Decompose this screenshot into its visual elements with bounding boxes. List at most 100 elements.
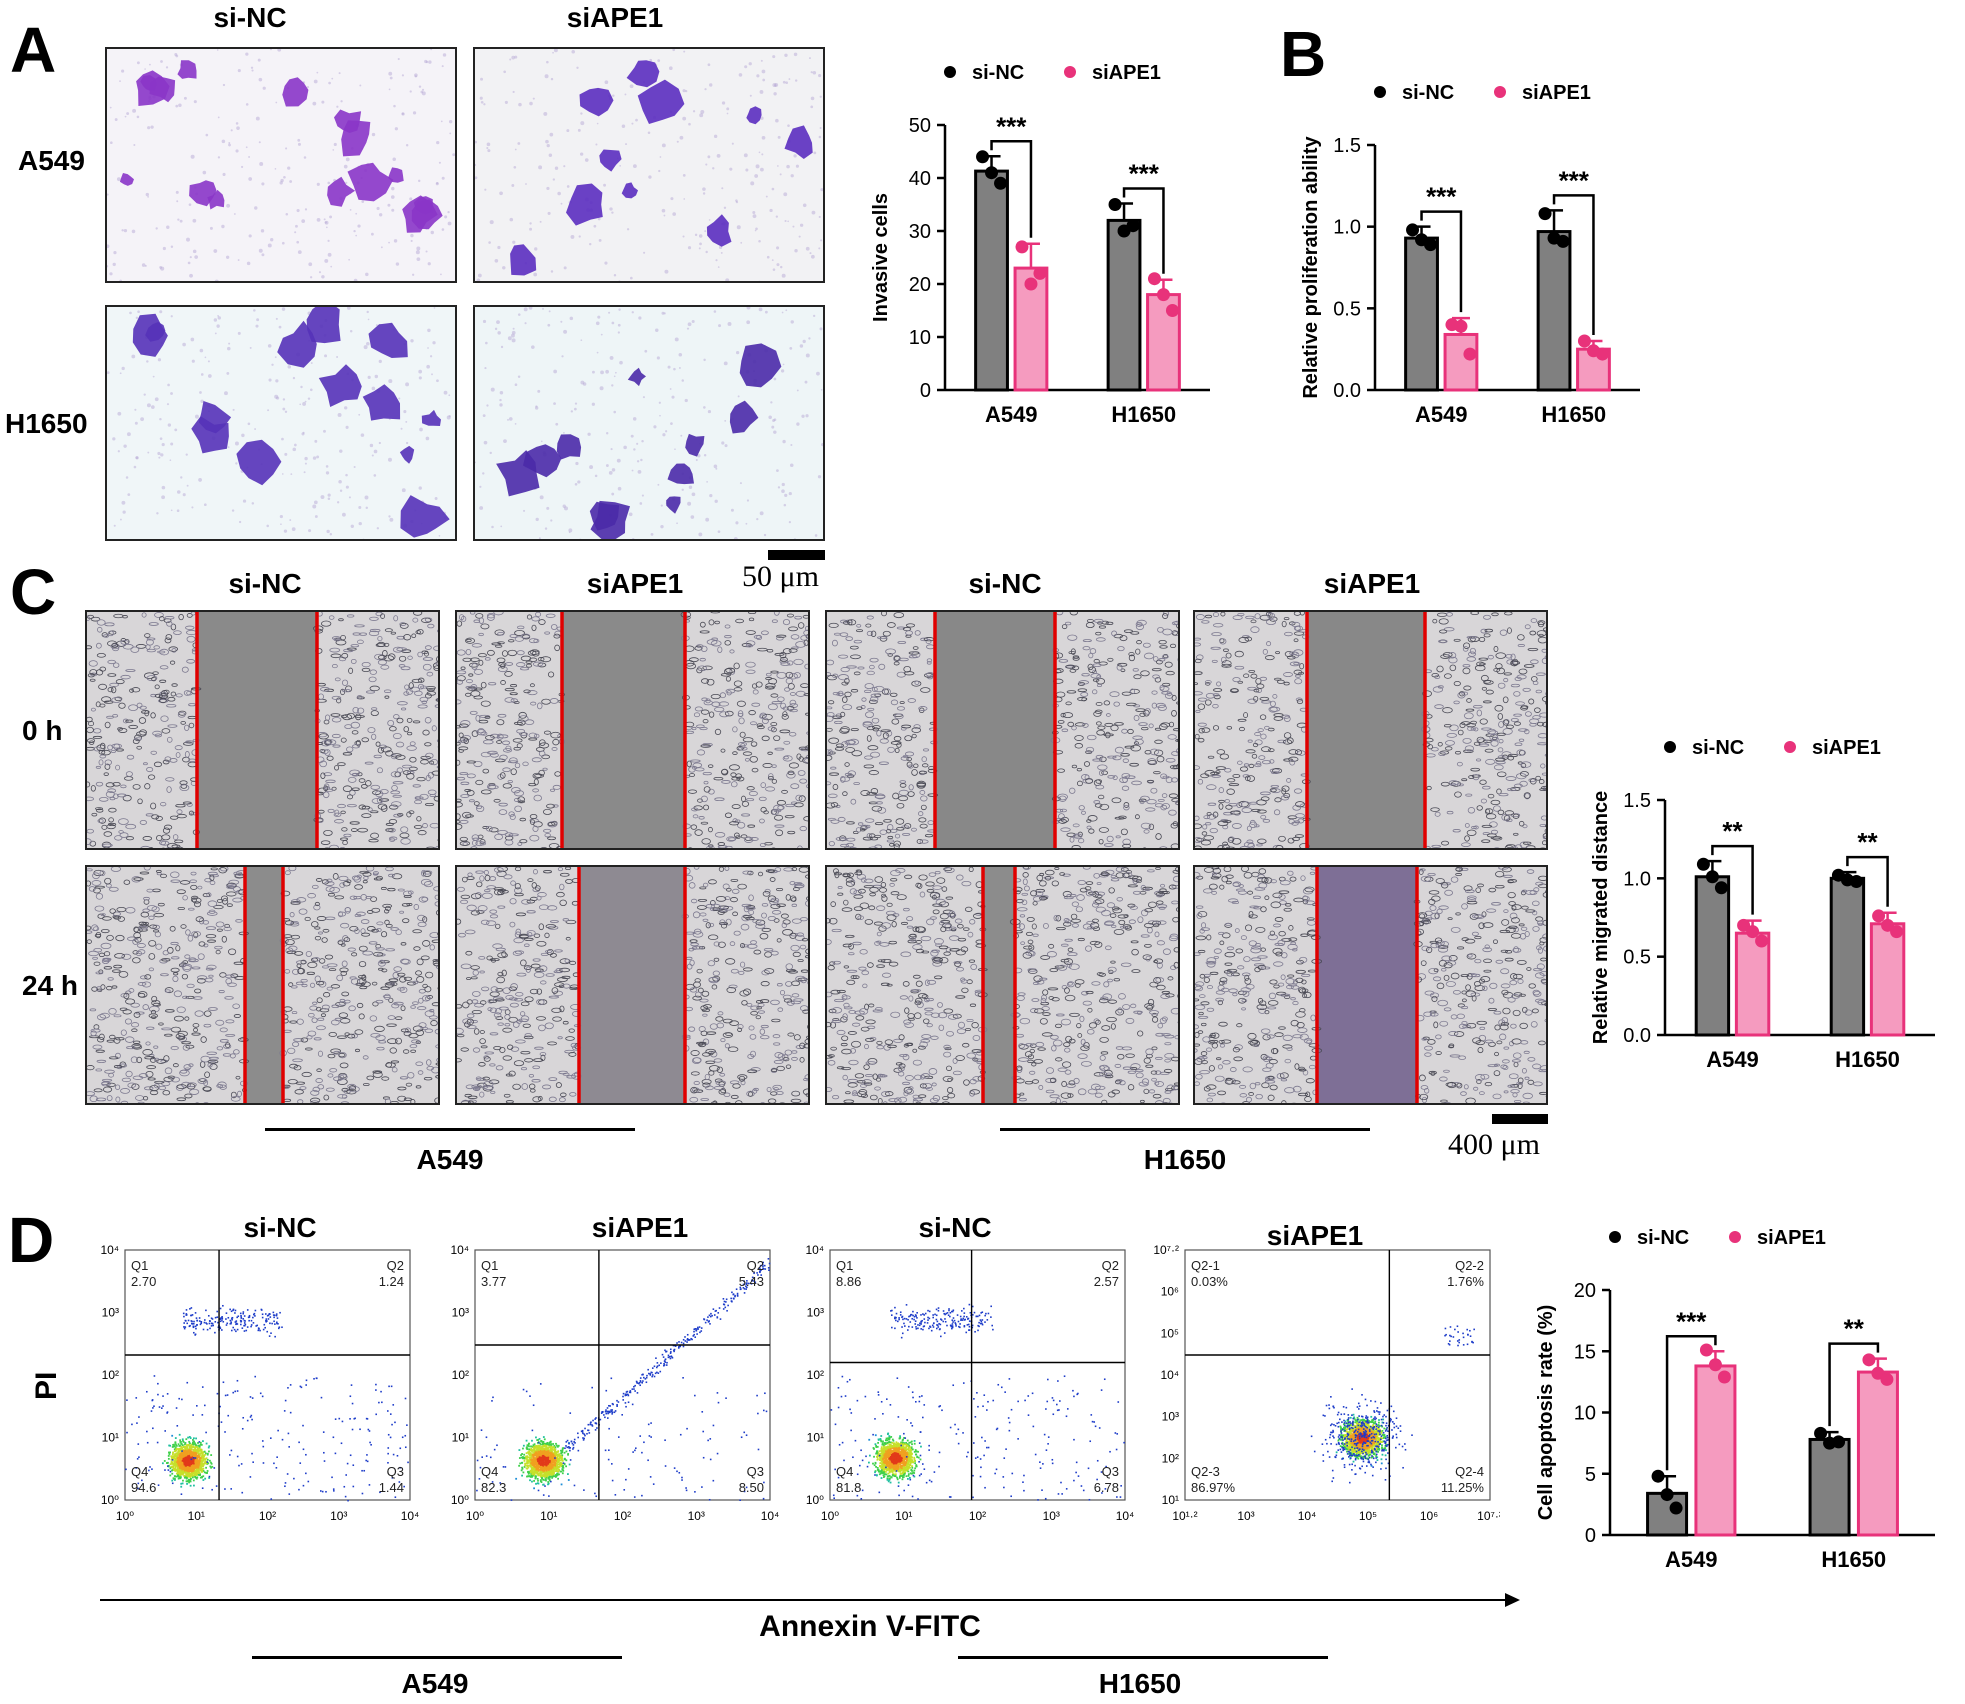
panel-letter-a: A — [10, 14, 57, 86]
chart-migration: 0.0 0.5 1.0 1.5 Relative migrated distance si… — [1590, 737, 1935, 1072]
data-point — [1556, 234, 1570, 248]
flow-x-tick: 10⁰ — [116, 1509, 134, 1523]
significance-bracket: *** — [990, 111, 1033, 238]
data-point — [1669, 1501, 1683, 1515]
flow-events — [830, 1303, 1125, 1501]
significance-label: *** — [1129, 158, 1160, 188]
quadrant-name: Q3 — [387, 1464, 404, 1479]
data-point — [1705, 870, 1719, 884]
chart-proliferation: 0.0 0.5 1.0 1.5 Relative proliferation abili… — [1300, 82, 1640, 427]
y-tick-label: 15 — [1574, 1341, 1596, 1363]
quadrant-value: 5.43 — [739, 1274, 764, 1289]
quadrant-value: 1.76% — [1447, 1274, 1484, 1289]
data-point — [1156, 288, 1170, 302]
column-label-c2: siAPE1 — [586, 568, 684, 599]
quadrant-value: 2.57 — [1094, 1274, 1119, 1289]
quadrant-name: Q3 — [1102, 1464, 1119, 1479]
significance-label: *** — [1559, 165, 1590, 195]
y-tick-label: 1.0 — [1623, 868, 1651, 890]
y-tick-label: 1.0 — [1333, 217, 1361, 239]
wound-image-h1650-si-nc-0h — [825, 610, 1180, 850]
flow-events — [125, 1304, 409, 1502]
bar-si-NC-A549 — [1694, 875, 1731, 1037]
legend-label-siape1: siAPE1 — [1812, 737, 1881, 759]
scale-bar-a — [768, 550, 825, 560]
significance-label: *** — [996, 111, 1027, 141]
flow-y-tick: 10³ — [452, 1306, 469, 1320]
quadrant-name: Q2 — [747, 1258, 764, 1273]
flow-x-tick: 10¹ — [540, 1509, 557, 1523]
column-label-d4: siAPE1 — [1266, 1220, 1364, 1251]
quadrant-value: 81.8 — [836, 1480, 861, 1495]
x-tick-label: A549 — [985, 402, 1038, 427]
chart-invasive-cells: 0 10 20 30 40 50 Invasive cells si-NC siAPE1 A549… — [870, 62, 1210, 427]
legend-label-si-nc: si-NC — [1692, 737, 1744, 759]
flow-y-tick: 10⁴ — [805, 1243, 824, 1257]
quadrant-name: Q2-4 — [1455, 1464, 1484, 1479]
legend-label-si-nc: si-NC — [1402, 82, 1454, 104]
significance-bracket: *** — [1552, 165, 1595, 335]
column-label-si-nc: si-NC — [213, 2, 287, 33]
quadrant-value: 94.6 — [131, 1480, 156, 1495]
wound-image-h1650-si-nc-24h — [825, 865, 1180, 1105]
x-tick-label: A549 — [1706, 1047, 1759, 1072]
data-point — [1814, 1426, 1828, 1440]
group-label-d-a549: A549 — [401, 1668, 469, 1699]
flow-y-tick: 10¹ — [807, 1431, 824, 1445]
x-tick-label: A549 — [1665, 1547, 1718, 1572]
y-tick-label: 50 — [909, 115, 931, 137]
y-tick-label: 0.0 — [1623, 1025, 1651, 1047]
quadrant-name: Q2-3 — [1191, 1464, 1220, 1479]
significance-label: ** — [1857, 827, 1878, 857]
bar-si-NC-H1650 — [1106, 218, 1142, 392]
column-label-siape1: siAPE1 — [566, 2, 664, 33]
data-point — [1746, 925, 1760, 939]
scale-text-a: 50 μm — [742, 560, 819, 593]
quadrant-name: Q2-2 — [1455, 1258, 1484, 1273]
data-point — [1890, 925, 1904, 939]
y-tick-label: 20 — [1574, 1280, 1596, 1302]
flow-y-tick: 10³ — [102, 1306, 119, 1320]
data-point — [1696, 857, 1710, 871]
wound-image-a549-siape1-24h — [455, 865, 810, 1105]
quadrant-value: 2.70 — [131, 1274, 156, 1289]
group-label-d-h1650: H1650 — [1098, 1668, 1182, 1699]
bar-siAPE1-H1650 — [1869, 922, 1906, 1037]
column-label-c4: siAPE1 — [1323, 568, 1421, 599]
flow-y-tick: 10³ — [1162, 1410, 1179, 1424]
y-tick-label: 40 — [909, 168, 931, 190]
column-label-c3: si-NC — [968, 568, 1042, 599]
legend-label-siape1: siAPE1 — [1757, 1227, 1826, 1249]
y-tick-label: 0 — [1585, 1525, 1596, 1547]
quadrant-value: 3.77 — [481, 1274, 506, 1289]
legend-label-si-nc: si-NC — [972, 62, 1024, 84]
quadrant-value: 86.97% — [1191, 1480, 1236, 1495]
y-tick-label: 10 — [909, 327, 931, 349]
y-axis-label: Cell apoptosis rate (%) — [1535, 1305, 1557, 1521]
quadrant-name: Q1 — [131, 1258, 148, 1273]
legend-marker-siape1 — [1064, 66, 1076, 78]
data-point — [1872, 909, 1886, 923]
significance-label: *** — [1676, 1306, 1707, 1336]
data-point — [1717, 1370, 1731, 1384]
flow-y-tick: 10⁴ — [1160, 1368, 1179, 1382]
panel-letter-c: C — [10, 556, 57, 628]
legend-marker-si-nc — [944, 66, 956, 78]
quadrant-value: 8.86 — [836, 1274, 861, 1289]
bar-si-NC-H1650 — [1536, 230, 1572, 392]
y-axis-label: Relative proliferation ability — [1300, 135, 1322, 398]
flow-plot-h1650-siape1: Q2-10.03%Q2-21.76%Q2-386.97%Q2-411.25%10… — [1153, 1243, 1500, 1523]
data-point — [1577, 334, 1591, 348]
group-line-c-a549 — [265, 1128, 635, 1131]
flow-events — [1310, 1325, 1475, 1484]
quadrant-value: 0.03% — [1191, 1274, 1228, 1289]
flow-x-tick: 10² — [259, 1509, 276, 1523]
quadrant-value: 1.24 — [379, 1274, 404, 1289]
legend: si-NC siAPE1 — [1664, 737, 1881, 759]
flow-y-tick: 10⁵ — [1161, 1326, 1179, 1340]
y-tick-label: 1.5 — [1623, 790, 1651, 812]
flow-x-tick: 10³ — [688, 1509, 705, 1523]
row-label-0h: 0 h — [22, 715, 63, 746]
flow-y-tick: 10³ — [807, 1306, 824, 1320]
flow-y-tick: 10² — [807, 1368, 824, 1382]
